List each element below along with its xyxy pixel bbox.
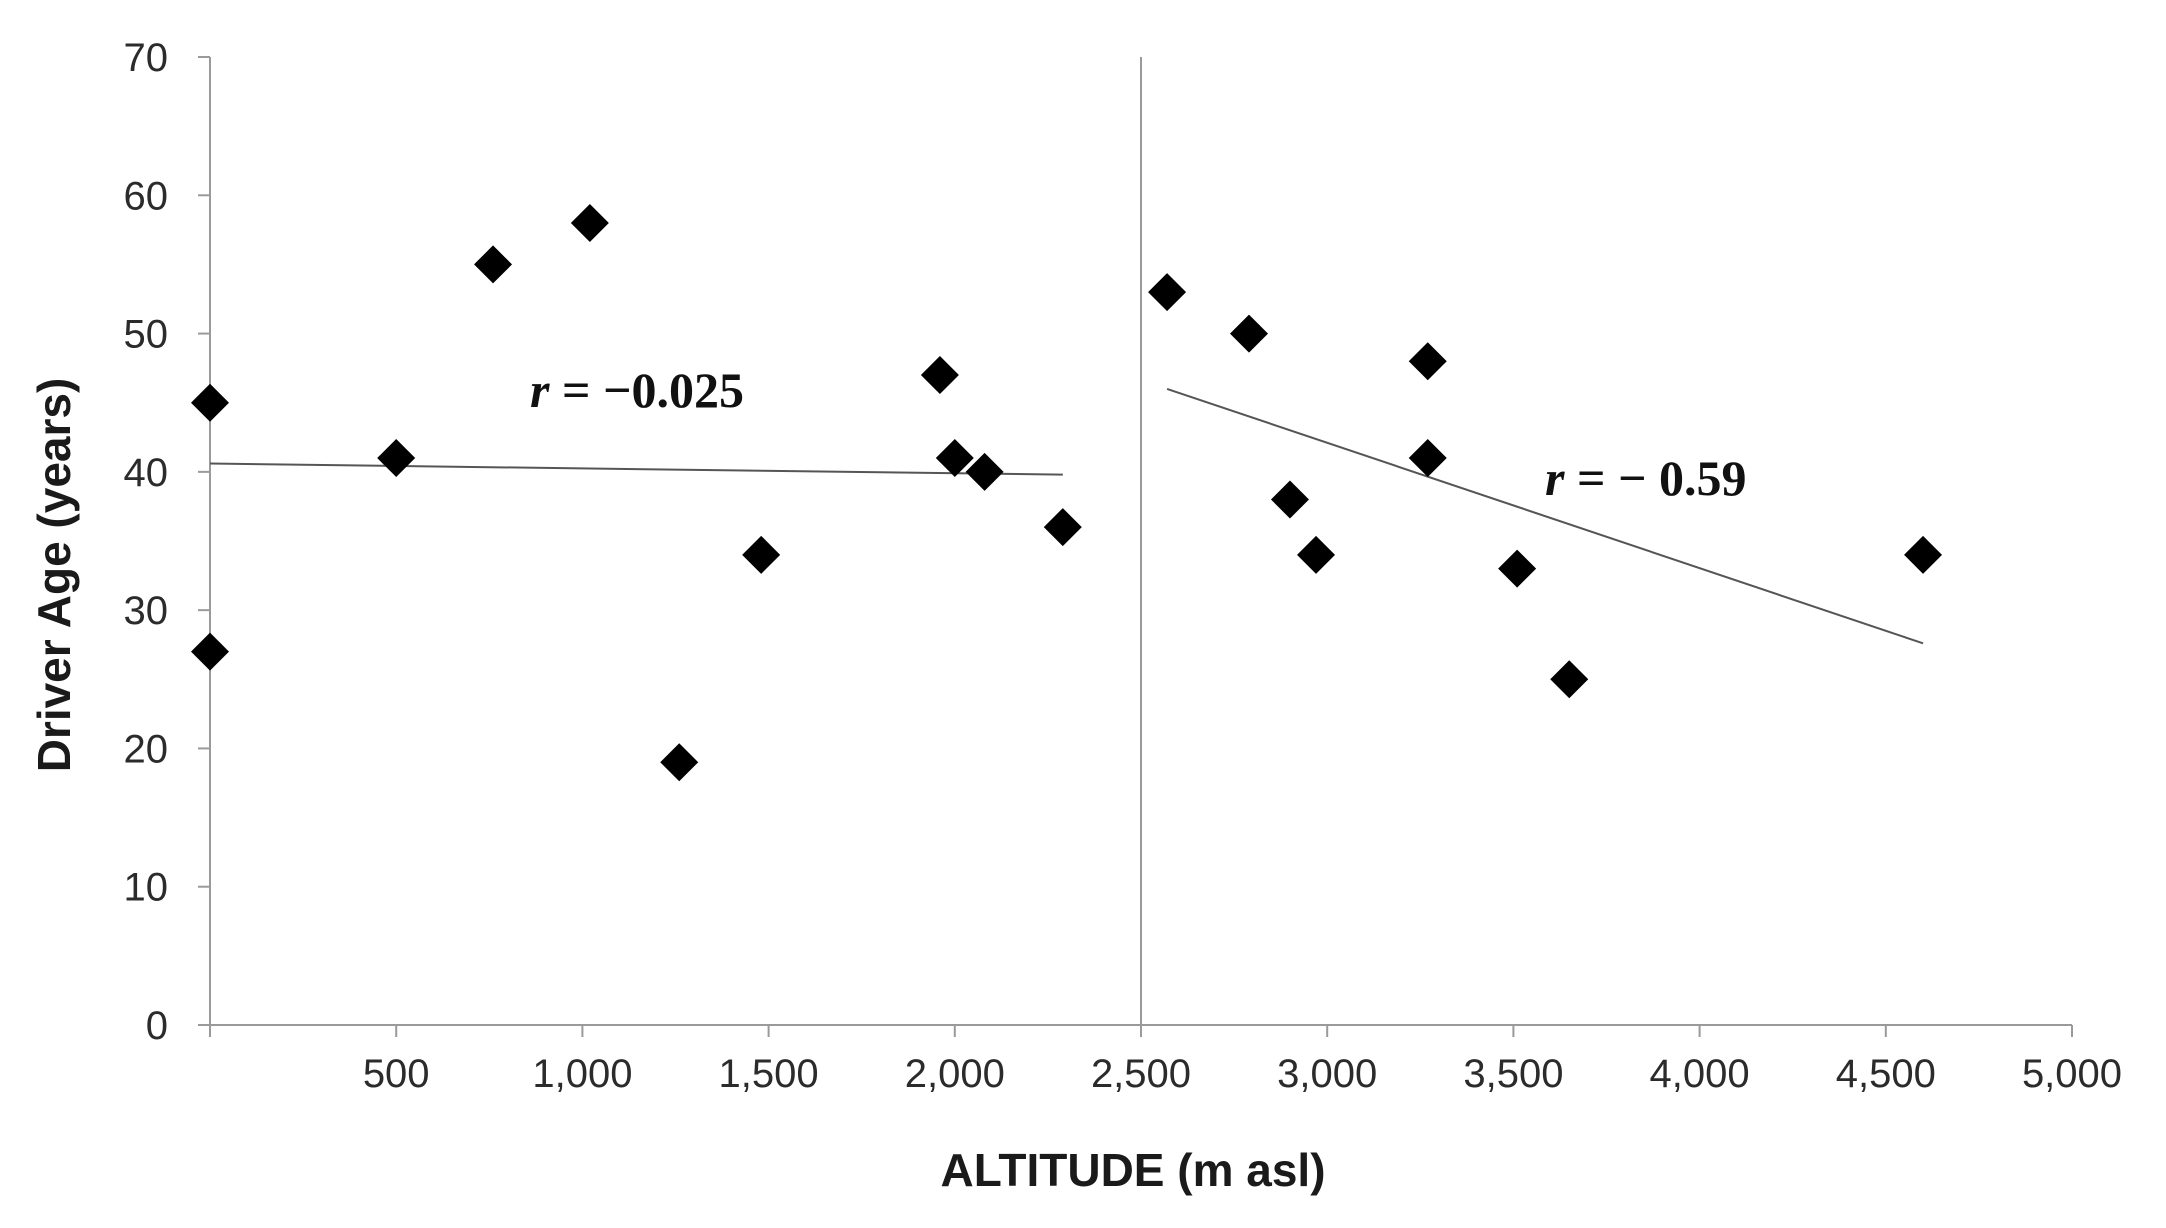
data-points	[191, 203, 1943, 782]
data-point-diamond	[1229, 314, 1268, 353]
data-point-diamond	[1498, 549, 1537, 588]
trendlines	[209, 387, 1924, 645]
y-tick-label: 60	[124, 174, 169, 218]
data-point-diamond	[935, 439, 974, 478]
x-axis-title: ALTITUDE (m asl)	[940, 1144, 1325, 1196]
y-tick-label: 30	[124, 589, 169, 633]
x-tick-label: 500	[363, 1052, 430, 1096]
y-axis-ticks: 0 10 20 30 40 50 60 70	[124, 36, 210, 1048]
x-tick-label: 5,000	[2022, 1052, 2122, 1096]
y-tick-label: 0	[146, 1004, 168, 1048]
y-tick-label: 70	[124, 36, 169, 80]
x-tick-label: 3,000	[1277, 1052, 1377, 1096]
x-tick-label: 1,000	[532, 1052, 632, 1096]
data-point-diamond	[474, 245, 513, 284]
data-point-diamond	[1148, 273, 1187, 312]
data-point-diamond	[742, 535, 781, 574]
data-point-diamond	[1550, 660, 1589, 699]
data-point-diamond	[965, 452, 1004, 491]
y-axis-title: Driver Age (years)	[28, 378, 80, 773]
data-point-diamond	[1904, 535, 1943, 574]
y-tick-label: 10	[124, 866, 169, 910]
y-tick-label: 20	[124, 727, 169, 771]
data-point-diamond	[1408, 439, 1447, 478]
data-point-diamond	[191, 383, 229, 422]
data-point-diamond	[1043, 508, 1082, 547]
x-tick-label: 4,000	[1650, 1052, 1750, 1096]
y-tick-label: 50	[124, 313, 169, 357]
data-point-diamond	[1270, 480, 1309, 519]
data-point-diamond	[570, 203, 609, 242]
trendline-2	[1166, 387, 1924, 645]
x-tick-label: 1,500	[719, 1052, 819, 1096]
x-axis-ticks: 500 1,000 1,500 2,000 2,500 3,000 3,500 4,000 4,…	[209, 1025, 2122, 1096]
x-tick-label: 4,500	[1836, 1052, 1936, 1096]
data-point-diamond	[191, 632, 229, 671]
correlation-label-high-altitude: r = − 0.59	[1545, 450, 1746, 506]
correlation-label-low-altitude: r = −0.025	[530, 362, 744, 418]
trendline-1	[209, 462, 1063, 476]
x-tick-label: 2,000	[905, 1052, 1005, 1096]
plot-area: 500 1,000 1,500 2,000 2,500 3,000 3,500 4,000 4,…	[124, 36, 2123, 1096]
data-point-diamond	[920, 356, 959, 395]
y-tick-label: 40	[124, 451, 169, 495]
data-point-diamond	[660, 743, 699, 782]
x-tick-label: 2,500	[1091, 1052, 1191, 1096]
data-point-diamond	[1408, 342, 1447, 381]
data-point-diamond	[1297, 535, 1336, 574]
x-tick-label: 3,500	[1463, 1052, 1563, 1096]
data-point-diamond	[377, 439, 416, 478]
